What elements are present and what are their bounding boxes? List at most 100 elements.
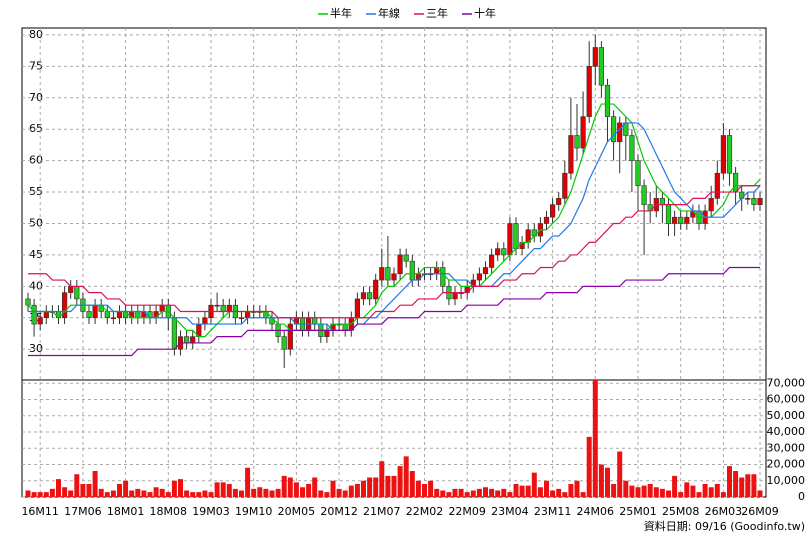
volume-bar xyxy=(483,487,488,497)
volume-bar xyxy=(720,492,726,497)
volume-bar xyxy=(739,477,745,497)
y2-tick-label: 30,000 xyxy=(767,441,806,454)
legend-label: 年線 xyxy=(378,6,400,20)
volume-bar xyxy=(165,492,171,497)
candle-body xyxy=(488,254,495,268)
volume-bar xyxy=(275,488,281,497)
x-tick-label: 20M12 xyxy=(320,505,358,518)
volume-bar xyxy=(263,488,269,497)
ma-line xyxy=(28,185,760,319)
candle-body xyxy=(25,298,31,306)
volume-bar xyxy=(80,484,86,497)
volume-bar xyxy=(214,482,220,497)
volume-bar xyxy=(702,484,708,497)
candle-body xyxy=(708,198,714,212)
volume-bar xyxy=(440,490,446,497)
candle-body xyxy=(476,273,483,281)
volume-bar xyxy=(98,488,104,497)
candle-body xyxy=(214,304,220,307)
candle-body xyxy=(501,248,507,256)
volume-bar xyxy=(354,484,360,497)
x-tick-label: 16M11 xyxy=(21,505,59,518)
candle-body xyxy=(110,317,116,320)
candle-body xyxy=(452,292,458,300)
volume-bar xyxy=(678,492,684,497)
volume-bar xyxy=(727,466,732,497)
volume-bar xyxy=(580,492,586,497)
volume-bar xyxy=(330,480,336,497)
volume-bar xyxy=(141,490,147,497)
candle-body xyxy=(61,292,68,319)
volume-bar xyxy=(428,480,434,497)
volume-bar xyxy=(300,487,305,497)
volume-bar xyxy=(257,487,263,497)
candle-body xyxy=(610,116,617,143)
volume-bar xyxy=(226,484,232,497)
volume-bar xyxy=(391,475,397,497)
candle-body xyxy=(684,216,690,224)
volume-bar xyxy=(470,490,476,497)
candle-body xyxy=(440,267,446,287)
volume-bar xyxy=(751,474,757,497)
volume-bar xyxy=(714,484,720,497)
x-tick-label: 20M05 xyxy=(278,505,316,518)
volume-bar xyxy=(287,477,293,497)
volume-bar xyxy=(659,488,665,497)
volume-bar xyxy=(159,488,165,497)
volume-bar xyxy=(306,484,312,497)
candle-body xyxy=(629,135,635,161)
candle-body xyxy=(366,292,373,300)
volume-bar xyxy=(25,490,31,497)
candle-body xyxy=(354,298,361,319)
candle-body xyxy=(757,198,763,205)
candle-body xyxy=(714,172,720,199)
candle-body xyxy=(726,135,733,174)
y2-tick-label: 70,000 xyxy=(767,376,806,389)
volume-bar xyxy=(641,485,647,497)
candle-body xyxy=(604,84,611,117)
volume-bar xyxy=(232,488,238,497)
x-tick-label: 22M02 xyxy=(406,505,444,518)
volume-bar xyxy=(361,480,366,497)
volume-bar xyxy=(220,482,226,497)
volume-bar xyxy=(513,484,519,497)
candle-body xyxy=(74,286,80,300)
volume-bar xyxy=(208,492,214,497)
candle-body xyxy=(745,198,751,200)
candle-body xyxy=(580,116,586,149)
volume-bar xyxy=(397,466,403,497)
x-tick-label: 19M03 xyxy=(192,505,230,518)
candle-body xyxy=(226,304,232,312)
candle-body xyxy=(574,135,580,149)
x-tick-label: 18M08 xyxy=(150,505,188,518)
volume-bar xyxy=(708,487,714,497)
candle-body xyxy=(360,292,367,300)
x-tick-label: 18M01 xyxy=(107,505,145,518)
candle-body xyxy=(543,216,550,224)
candle-body xyxy=(495,248,501,256)
candle-body xyxy=(403,254,409,262)
volume-bar xyxy=(409,471,415,497)
volume-bar xyxy=(403,456,409,497)
candle-body xyxy=(507,223,513,256)
volume-bar xyxy=(202,490,208,497)
volume-bar xyxy=(318,490,324,497)
candle-body xyxy=(342,323,348,331)
volume-bar xyxy=(568,484,574,497)
volume-bar xyxy=(525,485,531,497)
candle-body xyxy=(751,198,757,205)
volume-bar xyxy=(537,487,543,497)
y2-tick-label: 40,000 xyxy=(767,425,806,438)
volume-bar xyxy=(684,482,690,497)
volume-bar xyxy=(86,484,92,497)
volume-bar xyxy=(312,477,318,497)
ma-line xyxy=(28,122,761,331)
candle-body xyxy=(324,330,330,337)
x-tick-label: 25M08 xyxy=(662,505,700,518)
x-tick-label: 25M01 xyxy=(619,505,657,518)
volume-bar xyxy=(62,487,68,497)
volume-bar xyxy=(733,471,739,497)
volume-bar xyxy=(464,492,470,497)
volume-bar xyxy=(251,488,257,497)
legend-label: 半年 xyxy=(330,6,352,20)
